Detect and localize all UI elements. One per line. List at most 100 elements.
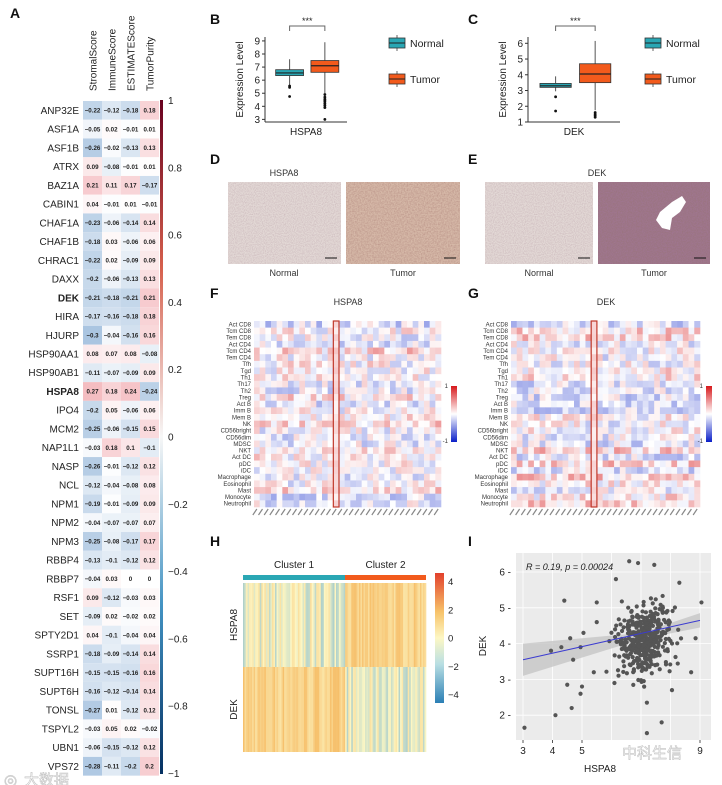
- heatmap-cell: [511, 440, 518, 448]
- scatter-point: [660, 644, 665, 649]
- row-label: Act CD4: [229, 342, 252, 348]
- heatmap-cell: [568, 500, 575, 508]
- heatmap-cell: [333, 473, 340, 481]
- heatmap-cell: [310, 394, 317, 402]
- cell-value: −0.09: [85, 614, 101, 621]
- heatmap-cell: [619, 487, 626, 495]
- heatmap-cell: [642, 493, 649, 501]
- cell-value: −0.09: [123, 257, 139, 264]
- heatmap-cell: [361, 347, 368, 355]
- heatmap-cell: [344, 374, 351, 382]
- heatmap-stripe: [415, 583, 418, 667]
- heatmap-cell: [384, 460, 391, 468]
- scatter-point: [635, 648, 640, 653]
- heatmap-cell: [288, 493, 294, 501]
- row-label: Th17: [237, 382, 251, 388]
- heatmap-cell: [659, 400, 666, 408]
- heatmap-cell: [659, 440, 666, 448]
- scatter-point: [653, 606, 658, 611]
- gene-label: SUPT6H: [40, 687, 79, 698]
- heatmap-cell: [574, 380, 581, 388]
- heatmap-cell: [367, 467, 374, 475]
- gene-label: NAP1L1: [42, 443, 80, 454]
- heatmap-cell: [545, 453, 552, 461]
- heatmap-cell: [333, 447, 340, 455]
- heatmap-stripe: [273, 667, 276, 752]
- row-label: Act DC: [232, 455, 252, 461]
- heatmap-cell: [407, 480, 413, 488]
- heatmap-cell: [516, 467, 523, 475]
- heatmap-cell: [401, 453, 408, 461]
- cell-value: −0.28: [85, 763, 101, 770]
- heatmap-cell: [677, 394, 684, 402]
- heatmap-cell: [579, 374, 586, 382]
- heatmap-cell: [533, 487, 540, 495]
- heatmap-cell: [83, 457, 102, 476]
- heatmap-stripe: [317, 583, 320, 667]
- row-label: NKT: [496, 449, 508, 455]
- heatmap-cell: [562, 407, 569, 415]
- heatmap-cell: [395, 427, 402, 435]
- heatmap-cell: [327, 387, 334, 395]
- row-label: Mast: [238, 488, 251, 494]
- heatmap-cell: [539, 347, 546, 355]
- heatmap-cell: [574, 487, 581, 495]
- heatmap-cell: [83, 157, 102, 176]
- outlier-point: [323, 117, 327, 121]
- heatmap-cell: [648, 414, 655, 421]
- heatmap-cell: [350, 400, 357, 408]
- heatmap-cell: [373, 440, 379, 448]
- heatmap-cell: [293, 480, 300, 488]
- heatmap-cell: [310, 480, 317, 488]
- heatmap-cell: [265, 360, 272, 368]
- heatmap-cell: [339, 453, 345, 461]
- heatmap-cell: [356, 493, 362, 501]
- watermark-left-text: 大数据: [24, 772, 69, 785]
- heatmap-cell: [556, 321, 563, 328]
- scatter-point: [644, 700, 650, 705]
- heatmap-cell: [688, 400, 695, 408]
- heatmap-cell: [367, 374, 374, 382]
- heatmap-stripe: [352, 583, 355, 667]
- heatmap-cell: [522, 374, 529, 382]
- heatmap-cell: [591, 480, 598, 488]
- cell-value: −0.11: [104, 763, 120, 770]
- heatmap-cell: [522, 367, 529, 375]
- heatmap-cell: [591, 380, 598, 388]
- heatmap-cell: [671, 360, 678, 368]
- heatmap-cell: [407, 334, 413, 342]
- heatmap-stripe: [323, 667, 326, 752]
- heatmap-cell: [533, 374, 540, 382]
- heatmap-cell: [625, 334, 632, 342]
- heatmap-cell: [545, 460, 552, 468]
- heatmap-cell: [596, 367, 603, 375]
- heatmap-cell: [418, 334, 425, 342]
- heatmap-cell: [373, 360, 379, 368]
- heatmap-cell: [688, 334, 695, 342]
- heatmap-cell: [373, 487, 379, 495]
- heatmap-cell: [654, 420, 661, 428]
- heatmap-cell: [659, 420, 666, 428]
- heatmap-cell: [121, 138, 140, 158]
- heatmap-cell: [579, 407, 586, 415]
- cell-value: 0.07: [105, 351, 118, 358]
- heatmap-cell: [293, 400, 300, 408]
- column-label-mark: [422, 508, 428, 516]
- heatmap-stripe: [243, 583, 245, 667]
- heatmap-cell: [429, 487, 436, 495]
- heatmap-cell: [429, 473, 436, 481]
- heatmap-cell: [642, 321, 649, 328]
- heatmap-cell: [140, 550, 159, 570]
- heatmap-cell: [533, 327, 540, 335]
- heatmap-cell: [596, 347, 603, 355]
- row-label: Th17: [494, 382, 508, 388]
- heatmap-cell: [83, 569, 102, 589]
- heatmap-cell: [102, 419, 121, 439]
- heatmap-cell: [533, 460, 540, 468]
- heatmap-cell: [424, 374, 430, 382]
- heatmap-cell: [648, 387, 655, 395]
- heatmap-cell: [539, 407, 546, 415]
- heatmap-cell: [602, 394, 609, 402]
- heatmap-cell: [665, 467, 672, 475]
- heatmap-cell: [384, 394, 391, 402]
